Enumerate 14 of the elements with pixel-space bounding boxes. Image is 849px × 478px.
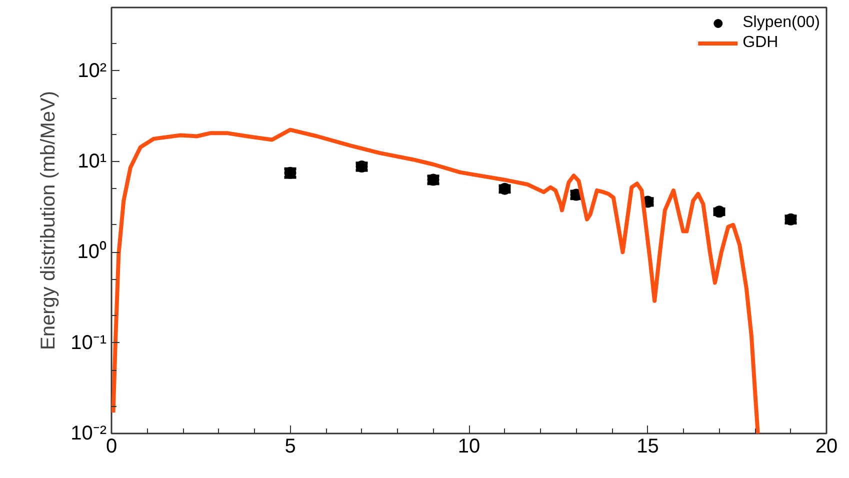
x-tick-label: 5 — [284, 436, 296, 458]
y-tick-label: 10⁻¹ — [70, 332, 107, 354]
line-series — [112, 128, 760, 434]
x-tick-label: 15 — [636, 436, 659, 458]
x-tick-label: 0 — [106, 436, 118, 458]
legend-label: Slypen(00) — [742, 14, 820, 32]
y-tick-label: 10⁰ — [77, 240, 107, 264]
y-tick-label: 10¹ — [78, 150, 107, 173]
x-tick-label: 20 — [815, 436, 838, 458]
y-tick-label: 10² — [78, 60, 107, 82]
legend-label: GDH — [742, 34, 778, 52]
y-axis-title: Energy distribution (mb/MeV) — [38, 91, 60, 350]
y-tick-label: 10⁻² — [70, 422, 107, 444]
x-tick-label: 10 — [458, 436, 480, 458]
